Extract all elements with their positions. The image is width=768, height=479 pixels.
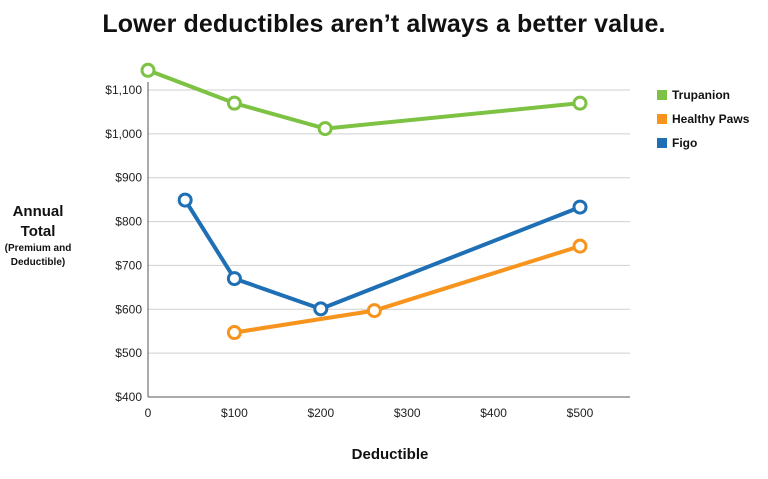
series-line-trupanion <box>146 68 582 131</box>
legend-swatch-trupanion <box>657 90 667 100</box>
y-tick-label: $400 <box>115 390 142 404</box>
series-trupanion <box>140 62 588 137</box>
x-tick-labels: 0 $100 $200 $300 $400 $500 <box>145 406 594 420</box>
data-point-healthy-paws <box>572 238 588 254</box>
y-tick-label: $900 <box>115 171 142 185</box>
data-point-healthy-paws <box>226 325 242 341</box>
series-lines <box>140 62 588 341</box>
legend-swatch-healthy-paws <box>657 114 667 124</box>
data-point-trupanion <box>572 95 588 111</box>
legend: Trupanion Healthy Paws Figo <box>657 88 750 150</box>
y-tick-label: $700 <box>115 258 142 272</box>
y-tick-label: $500 <box>115 346 142 360</box>
data-point-figo <box>226 271 242 287</box>
data-point-trupanion <box>140 62 156 78</box>
gridlines <box>148 89 630 354</box>
y-axis-sublabel: (Premium and Deductible) <box>4 243 72 268</box>
series-line-healthy-paws <box>232 244 582 335</box>
data-point-trupanion <box>226 95 242 111</box>
x-tick-label: $400 <box>480 406 507 420</box>
data-point-trupanion <box>317 121 333 137</box>
x-tick-label: 0 <box>145 406 152 420</box>
data-point-healthy-paws <box>366 303 382 319</box>
data-point-figo <box>313 301 329 317</box>
y-tick-label: $600 <box>115 302 142 316</box>
y-tick-label: $1,000 <box>105 127 142 141</box>
axes <box>147 82 630 398</box>
x-tick-label: $200 <box>307 406 334 420</box>
y-axis-label: Annual Total <box>12 203 64 240</box>
legend-label-figo: Figo <box>672 136 697 150</box>
data-point-figo <box>177 192 193 208</box>
y-tick-labels: $400 $500 $600 $700 $800 $900 $1,000 $1,100 <box>105 83 142 404</box>
data-point-figo <box>572 199 588 215</box>
legend-label-healthy-paws: Healthy Paws <box>672 112 750 126</box>
x-tick-label: $100 <box>221 406 248 420</box>
series-line-figo <box>183 198 582 311</box>
chart-title: Lower deductibles aren’t always a better… <box>102 10 666 38</box>
series-figo <box>177 192 588 317</box>
x-tick-label: $300 <box>394 406 421 420</box>
y-tick-label: $1,100 <box>105 83 142 97</box>
y-tick-label: $800 <box>115 215 142 229</box>
legend-label-trupanion: Trupanion <box>672 88 730 102</box>
x-tick-label: $500 <box>567 406 594 420</box>
series-healthy-paws <box>226 238 588 341</box>
legend-swatch-figo <box>657 138 667 148</box>
x-axis-label: Deductible <box>351 446 429 463</box>
